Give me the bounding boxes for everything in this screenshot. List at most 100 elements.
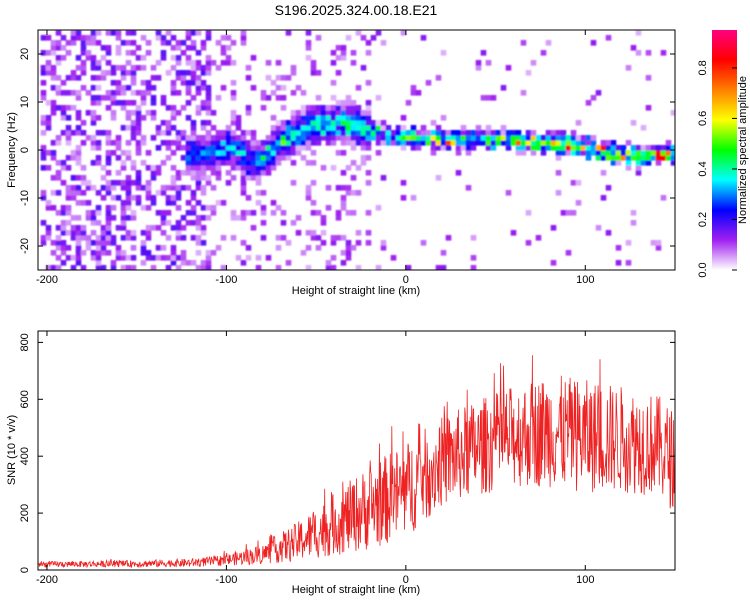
heatmap-cell (165, 200, 172, 206)
heatmap-cell (130, 210, 137, 216)
heatmap-cell (480, 130, 487, 136)
heatmap-cell (175, 55, 182, 61)
heatmap-cell (125, 140, 132, 146)
heatmap-cell (170, 55, 177, 61)
heatmap-cell (485, 135, 492, 141)
heatmap-cell (360, 155, 367, 161)
heatmap-cell (435, 265, 442, 270)
heatmap-cell (205, 155, 212, 161)
heatmap-cell (115, 140, 122, 146)
heatmap-cell (105, 185, 112, 191)
heatmap-cell (90, 255, 97, 261)
heatmap-cell (485, 145, 492, 151)
heatmap-cell (190, 30, 197, 36)
heatmap-cell (60, 245, 67, 251)
heatmap-cell (255, 255, 262, 261)
heatmap-cell (40, 165, 47, 171)
heatmap-cell (310, 120, 317, 126)
heatmap-cell (250, 85, 257, 91)
heatmap-cell (405, 100, 412, 106)
heatmap-cell (110, 95, 117, 101)
heatmap-cell (400, 125, 407, 131)
heatmap-cell (250, 170, 257, 176)
heatmap-cell (340, 135, 347, 141)
heatmap-cell (345, 35, 352, 41)
heatmap-cell (230, 40, 237, 46)
heatmap-cell (195, 175, 202, 181)
heatmap-cell (55, 255, 62, 261)
heatmap-cell (120, 210, 127, 216)
heatmap-cell (75, 230, 82, 236)
heatmap-cell (320, 105, 327, 111)
heatmap-cell (230, 210, 237, 216)
heatmap-cell (275, 160, 282, 166)
heatmap-cell (505, 65, 512, 71)
heatmap-cell (665, 155, 672, 161)
heatmap-cell (180, 170, 187, 176)
heatmap-cell (170, 225, 177, 231)
heatmap-cell (65, 165, 72, 171)
heatmap-cell (195, 265, 202, 270)
heatmap-cell (410, 90, 417, 96)
heatmap-cell (180, 50, 187, 56)
heatmap-cell (410, 130, 417, 136)
heatmap-cell (175, 135, 182, 141)
snr-y-tick-label: 400 (19, 447, 31, 465)
heatmap-cell (75, 95, 82, 101)
heatmap-cell (205, 65, 212, 71)
heatmap-cell (430, 130, 437, 136)
heatmap-cell (65, 115, 72, 121)
heatmap-cell (140, 205, 147, 211)
heatmap-cell (290, 70, 297, 76)
heatmap-cell (70, 35, 77, 41)
heatmap-cell (555, 155, 562, 161)
snr-y-tick-label: 200 (19, 504, 31, 522)
heatmap-cell (125, 185, 132, 191)
heatmap-cell (155, 145, 162, 151)
heatmap-cell (280, 120, 287, 126)
heatmap-cell (510, 130, 517, 136)
heatmap-cell (515, 135, 522, 141)
heatmap-cell (125, 190, 132, 196)
heatmap-cell (630, 145, 637, 151)
heatmap-cell (100, 185, 107, 191)
heatmap-cell (635, 50, 642, 56)
heatmap-cell (200, 190, 207, 196)
heatmap-cell (330, 105, 337, 111)
heatmap-cell (60, 130, 67, 136)
heatmap-cell (235, 255, 242, 261)
heatmap-cell (390, 130, 397, 136)
heatmap-cell (210, 250, 217, 256)
heatmap-cell (170, 180, 177, 186)
heatmap-cell (380, 140, 387, 146)
heatmap-cell (210, 155, 217, 161)
heatmap-cell (215, 135, 222, 141)
heatmap-cell (360, 145, 367, 151)
heatmap-cell (240, 240, 247, 246)
heatmap-cell (85, 90, 92, 96)
heatmap-cell (575, 200, 582, 206)
heatmap-cell (340, 140, 347, 146)
heatmap-cell (95, 65, 102, 71)
heatmap-cell (60, 165, 67, 171)
heatmap-cell (80, 165, 87, 171)
heatmap-cell (315, 110, 322, 116)
heatmap-cell (70, 40, 77, 46)
heatmap-cell (315, 35, 322, 41)
heatmap-cell (670, 160, 675, 166)
heatmap-cell (570, 150, 577, 156)
heatmap-cell (110, 65, 117, 71)
heatmap-cell (645, 105, 652, 111)
heatmap-cell (50, 175, 57, 181)
heatmap-cell (195, 110, 202, 116)
heatmap-cell (60, 180, 67, 186)
heatmap-cell (365, 80, 372, 86)
heatmap-cell (205, 165, 212, 171)
heatmap-cell (75, 200, 82, 206)
colorbar-tick-label: 0.0 (697, 262, 709, 277)
heatmap-cell (270, 155, 277, 161)
heatmap-cell (665, 140, 672, 146)
heatmap-cell (345, 240, 352, 246)
heatmap-cell (435, 130, 442, 136)
heatmap-cell (365, 100, 372, 106)
